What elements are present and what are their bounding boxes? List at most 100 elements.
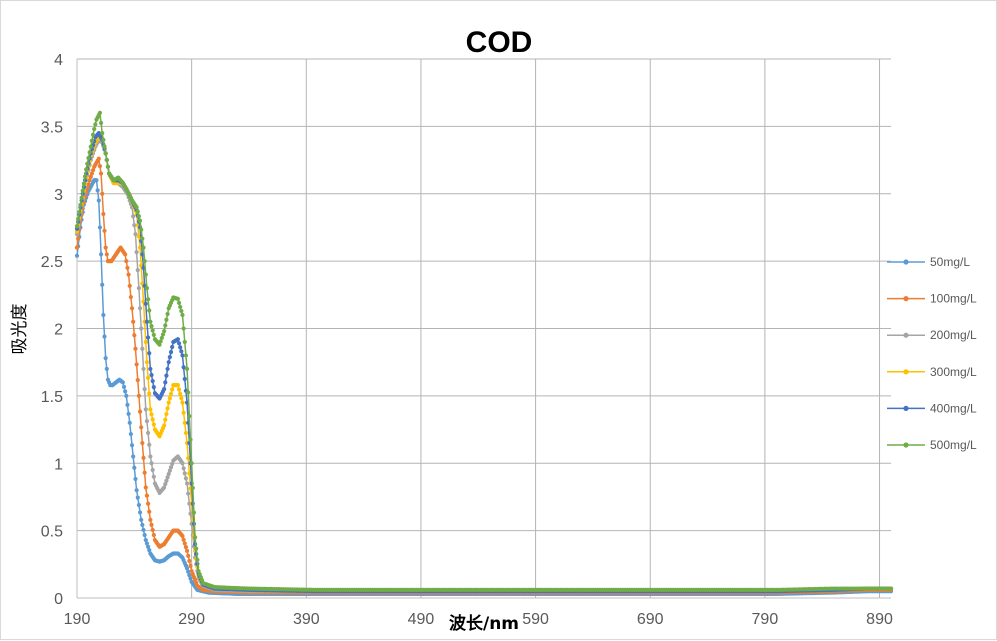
legend-swatch-marker <box>903 332 909 338</box>
data-point <box>97 164 103 169</box>
data-point <box>167 355 172 360</box>
data-point <box>144 285 150 291</box>
data-point <box>184 366 190 372</box>
data-point <box>186 491 191 496</box>
data-point <box>142 532 147 538</box>
data-point <box>188 511 193 516</box>
chart-title: COD <box>466 26 533 59</box>
series-100mg/L <box>74 156 894 595</box>
y-tick-label: 1.5 <box>41 389 63 406</box>
data-point <box>150 527 155 533</box>
data-point <box>97 110 103 115</box>
data-point <box>151 532 156 538</box>
data-point <box>140 522 145 528</box>
data-point <box>139 326 144 331</box>
legend-label: 400mg/L <box>930 401 977 415</box>
data-point <box>134 362 139 367</box>
data-point <box>102 144 107 149</box>
data-point <box>166 471 171 477</box>
legend-swatch-marker <box>903 296 909 302</box>
data-point <box>182 339 187 345</box>
data-point <box>124 393 129 398</box>
data-point <box>77 209 82 215</box>
data-point <box>170 461 175 467</box>
data-point <box>159 335 164 341</box>
data-point <box>147 308 152 313</box>
y-tick-label: 3 <box>54 187 63 204</box>
legend-item: 50mg/L <box>887 255 970 269</box>
data-point <box>149 372 154 378</box>
data-point <box>170 387 175 392</box>
data-point <box>141 366 146 372</box>
legend-item: 100mg/L <box>887 292 977 306</box>
series-50mg/L <box>74 178 894 597</box>
data-point <box>100 131 105 136</box>
data-point <box>147 548 152 553</box>
data-point <box>141 455 146 460</box>
data-point <box>162 329 167 334</box>
legend-swatch-marker <box>903 259 909 265</box>
data-point <box>181 326 186 331</box>
data-point <box>137 510 143 515</box>
data-point <box>148 407 153 412</box>
data-point <box>144 319 150 324</box>
data-point <box>76 216 81 222</box>
data-point <box>84 167 89 172</box>
data-point <box>164 373 169 378</box>
data-point <box>149 522 154 528</box>
data-point <box>143 301 148 306</box>
series-line <box>76 156 891 594</box>
data-point <box>182 376 187 382</box>
data-point <box>95 188 100 193</box>
data-point <box>188 563 193 569</box>
data-point <box>85 161 90 166</box>
data-point <box>165 406 170 411</box>
data-point <box>182 471 187 476</box>
data-point <box>168 349 174 355</box>
data-point <box>888 586 894 591</box>
series-line <box>76 110 891 591</box>
data-point <box>87 150 92 155</box>
data-point <box>129 306 135 311</box>
data-point <box>139 425 144 430</box>
legend-label: 50mg/L <box>930 255 970 269</box>
tick-labels: 0 0.5 1 1.5 2 2.5 3 3.5 4 190 290 390 490 590 690 790 89… <box>41 52 893 628</box>
data-point <box>98 120 104 126</box>
data-point <box>90 132 96 138</box>
x-tick-label: 890 <box>866 611 893 628</box>
data-point <box>143 537 148 543</box>
data-point <box>184 481 190 486</box>
data-point <box>135 209 140 214</box>
data-point <box>102 228 107 233</box>
data-point <box>97 225 103 230</box>
data-point <box>144 360 150 365</box>
data-point <box>180 312 185 318</box>
data-point <box>145 297 151 302</box>
data-point <box>162 423 167 428</box>
data-point <box>142 470 147 475</box>
data-point <box>104 157 109 163</box>
data-point <box>191 510 197 515</box>
data-point <box>135 268 140 273</box>
data-point <box>147 442 152 447</box>
y-tick-label: 3.5 <box>41 119 63 136</box>
data-point <box>175 337 180 342</box>
data-point <box>123 389 128 394</box>
series-layer <box>74 110 894 597</box>
data-point <box>170 344 175 350</box>
data-point <box>126 272 131 277</box>
y-tick-label: 2.5 <box>41 254 63 271</box>
data-point <box>142 387 147 392</box>
data-point <box>143 407 148 412</box>
data-point <box>194 546 199 551</box>
data-point <box>142 259 147 264</box>
axes <box>76 59 891 599</box>
data-point <box>123 252 128 257</box>
data-point <box>86 155 91 161</box>
data-point <box>151 422 156 427</box>
data-point <box>98 252 104 257</box>
series-line <box>76 131 891 593</box>
series-line <box>76 179 891 595</box>
data-point <box>184 548 190 553</box>
